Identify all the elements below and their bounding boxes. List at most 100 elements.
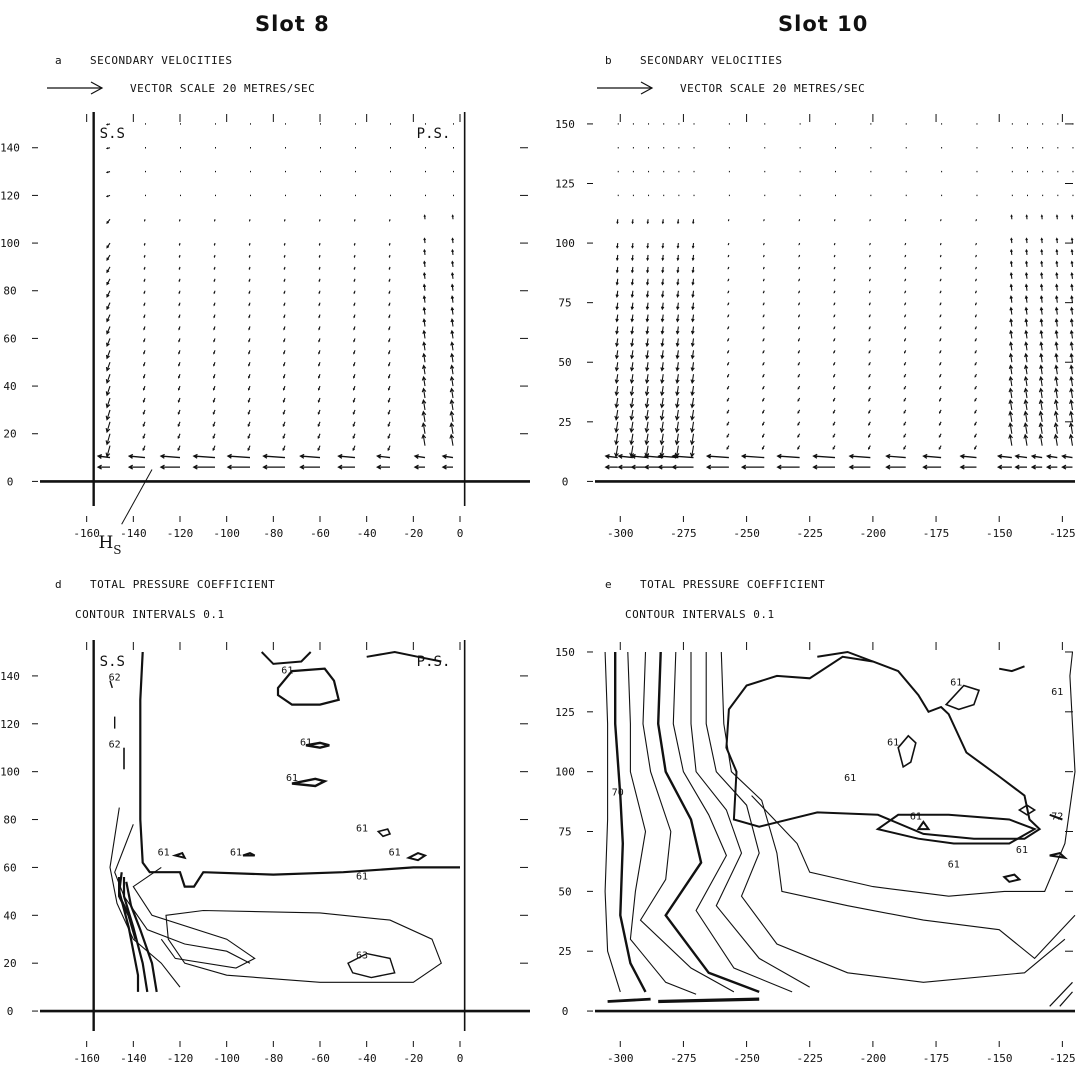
- velocity-vector: [661, 386, 664, 395]
- x-tick-label: -300: [607, 1052, 634, 1065]
- contour-line: [641, 652, 734, 992]
- velocity-vector: [675, 410, 679, 420]
- y-tick-label: 0: [562, 475, 569, 488]
- velocity-vector: [631, 267, 633, 272]
- velocity-vector: [319, 219, 320, 221]
- pressure-side-label: P.S.: [417, 654, 451, 670]
- velocity-vector: [940, 410, 942, 413]
- velocity-vector: [1024, 389, 1028, 398]
- velocity-vector: [389, 338, 390, 341]
- velocity-vector: [389, 326, 390, 329]
- velocity-vector: [213, 434, 215, 438]
- velocity-vector: [1010, 331, 1013, 339]
- velocity-vector: [228, 454, 250, 458]
- velocity-vector: [676, 338, 679, 346]
- velocity-vector: [799, 291, 800, 293]
- velocity-vector: [143, 422, 145, 426]
- velocity-vector: [443, 455, 453, 459]
- velocity-vector: [106, 386, 110, 395]
- velocity-vector: [850, 465, 870, 469]
- velocity-vector: [354, 362, 355, 365]
- velocity-vector: [1025, 308, 1028, 315]
- velocity-vector: [833, 410, 835, 413]
- velocity-vector: [1024, 423, 1028, 434]
- velocity-vector: [742, 465, 764, 469]
- velocity-vector: [194, 465, 215, 469]
- velocity-vector: [106, 374, 110, 383]
- velocity-vector: [423, 308, 426, 315]
- velocity-vector: [1010, 296, 1012, 302]
- velocity-vector: [727, 446, 729, 449]
- velocity-vector: [691, 350, 694, 358]
- velocity-vector: [143, 386, 145, 390]
- velocity-vector: [144, 219, 145, 221]
- y-tick-label: 125: [555, 706, 575, 719]
- velocity-vector: [645, 398, 649, 407]
- velocity-vector: [1055, 365, 1058, 374]
- velocity-vector: [1025, 285, 1027, 291]
- velocity-vector: [904, 410, 906, 413]
- velocity-vector: [728, 303, 729, 305]
- velocity-vector: [389, 291, 390, 293]
- velocity-vector: [869, 374, 870, 377]
- velocity-vector: [106, 410, 110, 420]
- velocity-vector: [415, 455, 425, 459]
- velocity-vector: [693, 219, 694, 223]
- velocity-vector: [660, 434, 664, 445]
- velocity-vector: [1047, 465, 1057, 469]
- velocity-vector: [673, 465, 694, 469]
- velocity-vector: [833, 434, 835, 437]
- velocity-vector: [833, 398, 835, 401]
- velocity-vector: [1011, 250, 1013, 255]
- velocity-vector: [106, 362, 110, 370]
- y-tick-label: 25: [558, 416, 571, 429]
- velocity-vector: [284, 291, 285, 293]
- velocity-vector: [799, 267, 800, 269]
- velocity-vector: [450, 365, 453, 374]
- velocity-vector: [214, 350, 215, 353]
- velocity-vector: [1009, 389, 1013, 398]
- x-tick-label: 0: [457, 1052, 464, 1065]
- velocity-vector: [1041, 215, 1042, 219]
- velocity-vector: [1025, 331, 1028, 339]
- velocity-vector: [284, 303, 285, 306]
- velocity-vector: [728, 279, 729, 281]
- x-tick-label: -100: [213, 1052, 240, 1065]
- velocity-vector: [834, 291, 835, 293]
- velocity-vector: [632, 219, 633, 223]
- contour-label: 61: [356, 824, 368, 835]
- velocity-vector: [940, 291, 941, 293]
- y-tick-label: 75: [558, 826, 571, 839]
- velocity-vector: [319, 303, 320, 306]
- velocity-vector: [617, 243, 619, 248]
- velocity-vector: [798, 338, 799, 340]
- velocity-vector: [1040, 308, 1043, 315]
- velocity-vector: [976, 267, 977, 269]
- velocity-vector: [353, 446, 355, 450]
- velocity-vector: [707, 454, 729, 458]
- velocity-vector: [1071, 250, 1073, 255]
- velocity-vector: [1026, 215, 1027, 219]
- velocity-vector: [850, 454, 870, 458]
- velocity-vector: [423, 285, 425, 291]
- velocity-vector: [1010, 285, 1012, 291]
- velocity-vector: [354, 350, 355, 353]
- velocity-vector: [354, 255, 355, 257]
- velocity-vector: [389, 219, 390, 221]
- velocity-vector: [904, 446, 906, 449]
- contour-label: 61: [887, 737, 899, 748]
- velocity-vector: [677, 255, 679, 260]
- velocity-vector: [107, 124, 110, 125]
- velocity-vector: [905, 243, 906, 244]
- velocity-vector: [107, 172, 110, 173]
- y-tick-label: 150: [555, 118, 575, 131]
- velocity-vector: [630, 422, 634, 432]
- contour-label: 61: [910, 812, 922, 823]
- velocity-vector: [1069, 435, 1073, 446]
- velocity-vector: [834, 338, 835, 340]
- velocity-vector: [354, 338, 355, 341]
- velocity-vector: [284, 279, 285, 281]
- panel-subtitle: VECTOR SCALE 20 METRES/SEC: [680, 82, 865, 95]
- velocity-vector: [284, 219, 285, 221]
- velocity-vector: [1056, 215, 1057, 219]
